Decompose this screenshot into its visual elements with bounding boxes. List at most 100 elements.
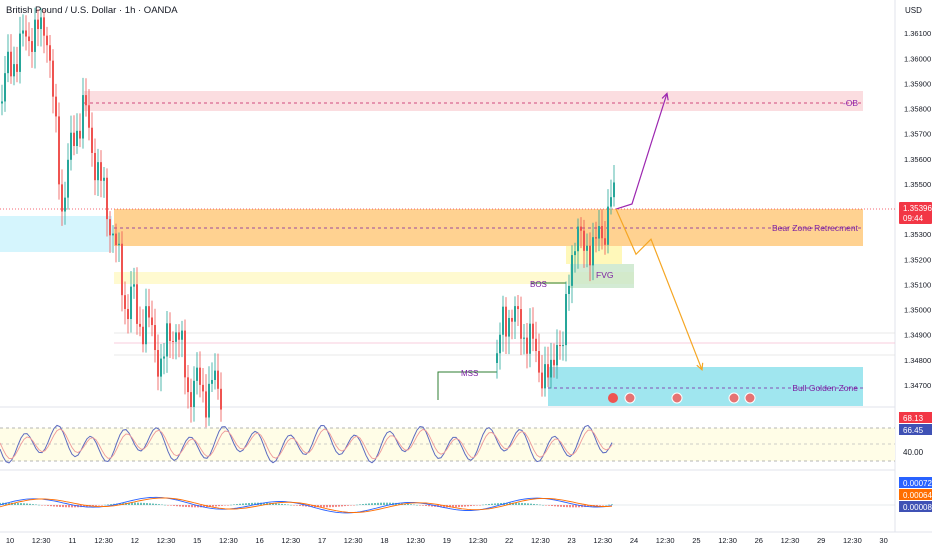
macd-bar [482,504,484,506]
macd-bar [59,505,61,507]
bear-zone-label: Bear Zone Retrecment [772,223,859,233]
macd-bar [599,505,601,506]
macd-bar [422,505,424,506]
candle-body [190,392,192,407]
last-price-countdown: 09:44 [903,214,924,223]
macd-bar [428,505,430,507]
candle-body [85,95,87,106]
macd-bar [506,502,508,505]
time-tick-label: 10 [6,536,14,545]
macd-bar [407,503,409,505]
macd-bar [284,504,286,505]
candle-body [106,177,108,220]
macd-bar [50,505,52,507]
macd-bar [329,505,331,508]
price-axis-currency: USD [905,6,922,15]
macd-bar [332,505,334,508]
time-tick-label: 12 [131,536,139,545]
price-tick-label: 1.35900 [904,79,931,88]
macd-bar [539,504,541,506]
mss-label: MSS [461,369,478,378]
bull-zone-label: Bull Golden Zone [792,383,858,393]
macd-bar [281,503,283,505]
candle-body [496,353,498,364]
macd-bar [416,504,418,506]
macd-bar [335,505,337,507]
macd-bar [302,505,304,507]
macd-bar [140,502,142,505]
macd-bar [317,505,319,508]
candle-body [607,206,609,245]
macd-bar [455,505,457,508]
rsi-value-2: 66.45 [903,426,924,435]
macd-bar [467,505,469,507]
candle-body [22,30,24,34]
time-tick-label: 12:30 [157,536,176,545]
fvg-left-zone [114,272,634,284]
rsi-signal-line [0,428,613,460]
macd-bar [14,502,16,505]
macd-bar [65,505,67,508]
macd-bar [110,504,112,505]
macd-bar [254,502,256,505]
macd-bar [398,503,400,505]
macd-bar [275,503,277,505]
us-flag-icon-4[interactable] [744,392,756,404]
candle-body [43,17,45,36]
projection-bearish [615,208,703,371]
macd-bar [500,502,502,505]
candle-body [37,19,39,30]
time-tick-label: 25 [692,536,700,545]
candle-body [199,367,201,385]
macd-bar [191,505,193,508]
macd-bar [377,502,379,505]
macd-bar [185,505,187,507]
time-tick-label: 12:30 [843,536,862,545]
time-tick-label: 12:30 [344,536,363,545]
bull-zone [548,367,863,406]
time-tick-label: 12:30 [281,536,300,545]
macd-bar [386,502,388,505]
macd-bar [296,505,298,506]
time-tick-label: 22 [505,536,513,545]
macd-bar [170,505,172,506]
macd-bar [470,505,472,507]
macd-bar [320,505,322,508]
us-flag-icon[interactable] [624,392,636,404]
price-tick-label: 1.35800 [904,105,931,114]
candle-body [40,17,42,30]
candle-body [103,177,105,181]
candle-body [97,162,99,181]
projection-paths [615,92,704,372]
candle-body [577,226,579,252]
macd-bar [41,505,43,506]
candle-body [580,226,582,231]
time-tick-label: 18 [380,536,388,545]
macd-bar [299,505,301,506]
us-flag-icon-3[interactable] [728,392,740,404]
macd-bar [278,503,280,505]
macd-bar [158,504,160,505]
flash-event-icon[interactable] [608,393,618,403]
macd-bar [248,503,250,505]
macd-bar [548,505,550,506]
macd-bar [143,502,145,505]
candle-body [586,245,588,251]
candle-body [202,384,204,392]
macd-bar [362,504,364,505]
candle-body [568,285,570,294]
candle-body [217,370,219,389]
us-flag-icon-2[interactable] [671,392,683,404]
macd-bar [236,504,238,505]
candle-body [511,317,513,322]
time-tick-label: 12:30 [781,536,800,545]
macd-bar [239,503,241,505]
macd-bar [35,504,37,505]
macd-bar [167,505,169,506]
macd-bar [611,504,613,505]
candle-body [538,351,540,373]
macd-bar [176,505,178,507]
macd-bar [479,505,481,506]
